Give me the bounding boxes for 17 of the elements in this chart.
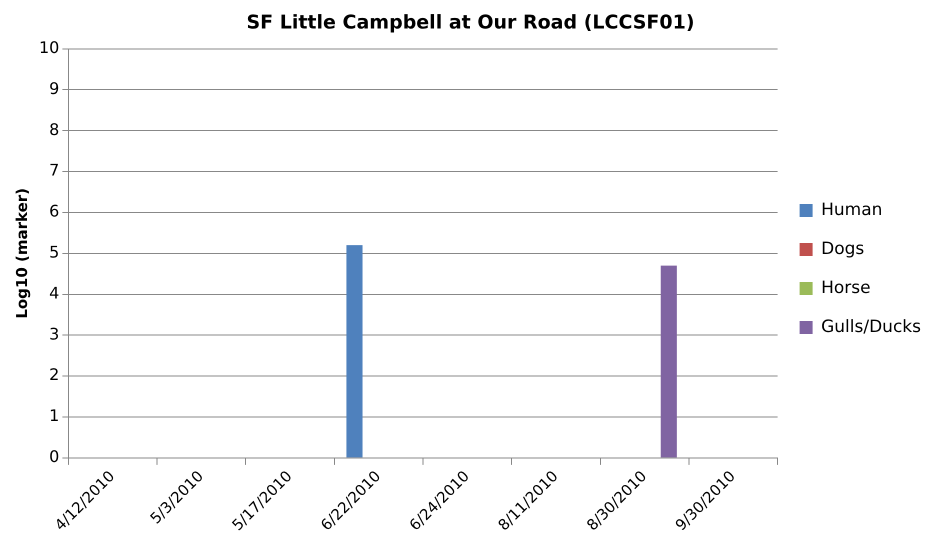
y-tick-label: 0 [49,447,60,466]
y-tick-label: 8 [49,120,60,139]
legend-label: Gulls/Ducks [821,316,922,337]
y-tick-label: 4 [49,283,60,302]
legend-label: Dogs [821,238,864,259]
y-tick-label: 5 [49,242,60,262]
chart-title: SF Little Campbell at Our Road (LCCSF01) [246,11,695,34]
y-tick-label: 1 [49,406,60,426]
y-axis-title: Log10 (marker) [12,188,31,319]
y-tick-label: 9 [49,78,60,98]
y-tick-label: 3 [49,324,60,344]
legend-label: Human [821,200,882,220]
legend-label: Horse [821,278,871,298]
y-tick-label: 2 [49,365,60,384]
y-tick-label: 10 [39,38,60,57]
y-tick-label: 6 [49,202,60,221]
y-tick-label: 7 [49,160,60,180]
